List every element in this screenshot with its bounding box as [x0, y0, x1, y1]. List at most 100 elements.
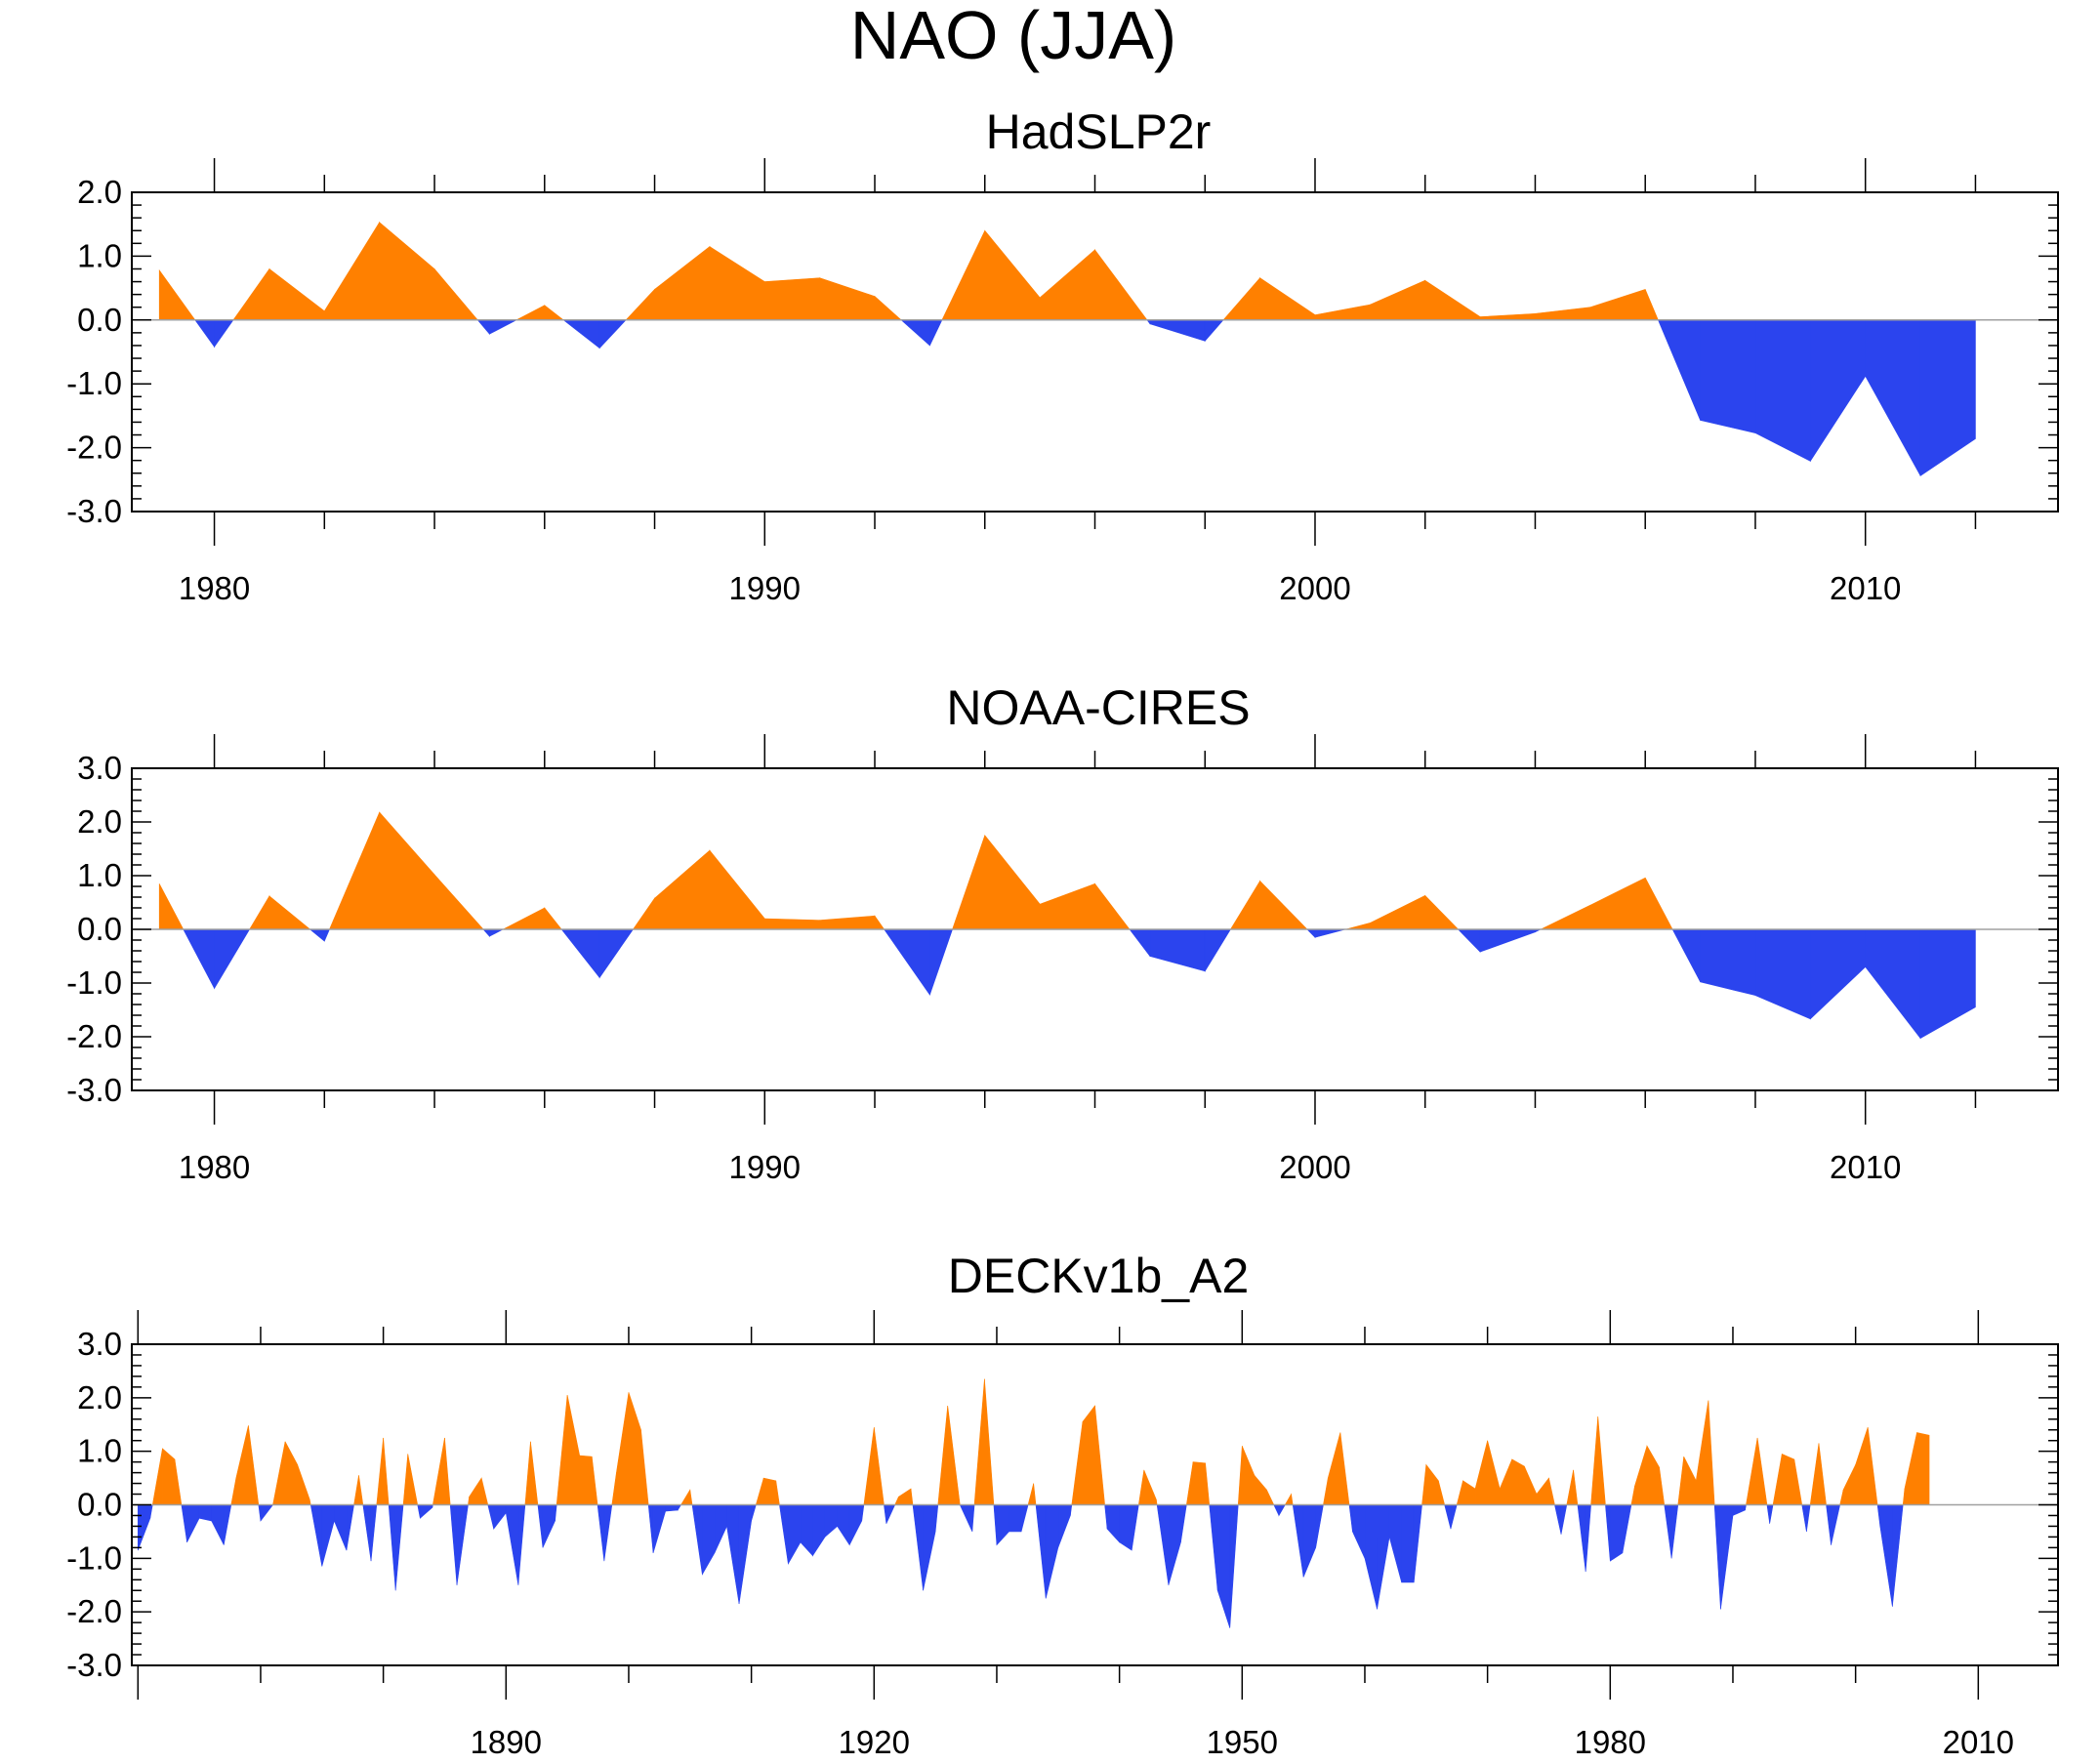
negative-area-segment [597, 1504, 605, 1562]
positive-area-segment [1548, 1478, 1555, 1505]
negative-area-segment [214, 319, 234, 349]
negative-area-segment [1045, 1504, 1059, 1599]
positive-area-segment [952, 835, 986, 930]
negative-area-segment [1577, 1504, 1586, 1573]
positive-area-segment [775, 1480, 780, 1505]
negative-area-segment [482, 928, 490, 937]
negative-area-segment [1302, 1504, 1316, 1578]
y-tick-label: 2.0 [77, 1379, 122, 1415]
positive-area-segment [1094, 248, 1148, 321]
positive-area-segment [530, 1441, 539, 1505]
positive-area-segment [1511, 1458, 1525, 1505]
positive-area-segment [709, 849, 765, 930]
negative-area-segment [517, 1504, 526, 1585]
negative-area-segment [1020, 1504, 1029, 1532]
positive-area-segment [984, 229, 1041, 321]
positive-area-segment [379, 811, 435, 930]
positive-area-segment [174, 1458, 183, 1505]
negative-area-segment [1209, 1504, 1218, 1591]
negative-area-segment [1479, 928, 1536, 953]
negative-area-segment [1865, 319, 1921, 476]
positive-area-segment [432, 1437, 445, 1505]
positive-area-segment [1540, 904, 1591, 930]
negative-area-segment [996, 1504, 1009, 1546]
negative-area-segment [149, 1504, 153, 1519]
positive-area-segment [1284, 1493, 1292, 1505]
negative-area-segment [1216, 1504, 1231, 1628]
negative-area-segment [702, 1504, 716, 1576]
negative-area-segment [537, 1504, 544, 1548]
positive-area-segment [235, 1425, 249, 1505]
x-tick-label: 1980 [179, 570, 250, 606]
negative-area-segment [555, 1504, 557, 1521]
x-tick-label: 1890 [471, 1724, 542, 1760]
positive-area-segment [1205, 1462, 1211, 1505]
positive-area-segment [469, 1477, 482, 1505]
negative-area-segment [1865, 928, 1921, 1040]
negative-area-segment [214, 928, 251, 990]
positive-area-segment [1421, 1464, 1427, 1505]
y-tick-label: 3.0 [77, 1326, 122, 1362]
negative-area-segment [971, 1504, 975, 1532]
negative-area-segment [1106, 1504, 1120, 1543]
positive-area-segment [524, 1441, 531, 1505]
negative-area-segment [812, 1504, 826, 1557]
figure-title: NAO (JJA) [850, 0, 1176, 73]
positive-area-segment [1229, 880, 1260, 930]
panel-noaa-cires: NOAA-CIRES -3.0 -2.0 -1.0 0.0 1.0 2.0 3.0 1980 1… [66, 680, 2059, 1185]
positive-area-segment [1094, 882, 1131, 930]
positive-area-segment [480, 1478, 489, 1505]
negative-area-segment [779, 1504, 789, 1564]
negative-area-segment [1364, 1504, 1378, 1610]
negative-area-segment [1670, 1504, 1679, 1559]
positive-area-segment [1254, 1474, 1267, 1505]
negative-area-segment [1876, 1504, 1881, 1527]
negative-area-segment [1070, 1504, 1073, 1516]
negative-area-segment [1444, 1504, 1452, 1530]
positive-area-segment [937, 1406, 948, 1505]
positive-area-segment [1033, 1483, 1037, 1505]
negative-area-segment [1149, 319, 1206, 342]
negative-area-segment [1754, 928, 1811, 1020]
negative-area-segment [603, 1504, 613, 1562]
positive-area-segment [1630, 1486, 1635, 1505]
positive-area-segment [709, 246, 765, 321]
negative-area-segment [1348, 1504, 1353, 1532]
negative-area-segment [1119, 1504, 1132, 1551]
negative-area-segment [456, 1504, 469, 1585]
negative-area-segment [560, 928, 600, 979]
negative-area-segment [562, 319, 600, 349]
positive-area-segment [1071, 1421, 1084, 1505]
positive-area-segment [402, 1454, 409, 1505]
negative-area-segment [186, 1504, 200, 1543]
panel-title-noaa-cires: NOAA-CIRES [946, 680, 1250, 735]
negative-area-segment [1180, 1504, 1187, 1542]
x-tick-label: 2000 [1279, 570, 1350, 606]
positive-area-segment [1904, 1432, 1917, 1505]
positive-area-segment [1634, 1446, 1648, 1505]
negative-area-segment [1554, 1504, 1562, 1535]
positive-area-segment [158, 268, 196, 321]
negative-area-segment [1810, 319, 1866, 463]
negative-area-segment [1732, 1504, 1746, 1516]
positive-area-segment [654, 849, 711, 930]
positive-area-segment [297, 1464, 310, 1505]
negative-area-segment [1745, 1504, 1747, 1511]
negative-area-segment [1769, 1504, 1774, 1524]
negative-area-segment [1657, 319, 1701, 421]
positive-area-segment [1137, 1469, 1145, 1505]
negative-area-segment [362, 1504, 372, 1562]
positive-area-segment [1746, 1437, 1758, 1505]
positive-area-segment [1370, 894, 1426, 930]
positive-area-segment [819, 277, 876, 321]
y-tick-label: -2.0 [66, 1593, 122, 1629]
negative-area-segment [260, 1504, 274, 1522]
positive-area-segment [1535, 307, 1591, 321]
negative-area-segment [1610, 1504, 1624, 1562]
negative-area-segment [929, 928, 953, 996]
negative-area-segment [1413, 1504, 1422, 1583]
positive-area-segment [433, 874, 484, 930]
positive-area-segment [1462, 1480, 1476, 1505]
negative-area-segment [1035, 1504, 1047, 1599]
